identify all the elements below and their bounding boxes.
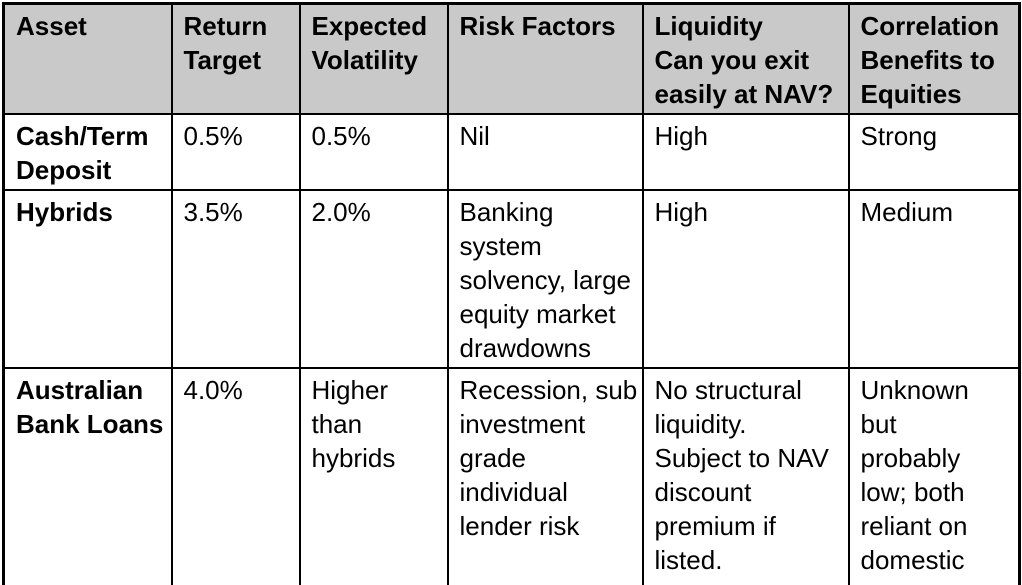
header-row: Asset Return Target Expected Volatility … xyxy=(2,2,1021,115)
header-correlation: Correlation Benefits to Equities xyxy=(847,2,1021,115)
cell-return-target: 4.0% xyxy=(170,367,301,585)
cell-correlation: Medium xyxy=(847,189,1021,369)
cell-return-target: 0.5% xyxy=(170,113,301,191)
cell-expected-volatility: 2.0% xyxy=(298,189,449,369)
header-return-target: Return Target xyxy=(170,2,301,115)
cell-risk-factors: Nil xyxy=(446,113,644,191)
table-row-australian-bank-loans: Australian Bank Loans 4.0% Higher than h… xyxy=(2,367,1021,585)
cell-correlation: Unknown but probably low; both reliant o… xyxy=(847,367,1021,585)
table-row-hybrids: Hybrids 3.5% 2.0% Banking system solvenc… xyxy=(2,189,1021,369)
cell-liquidity: High xyxy=(641,189,850,369)
cell-asset: Australian Bank Loans xyxy=(2,367,173,585)
cell-risk-factors: Banking system solvency, large equity ma… xyxy=(446,189,644,369)
cell-expected-volatility: 0.5% xyxy=(298,113,449,191)
cell-asset: Cash/Term Deposit xyxy=(2,113,173,191)
cell-correlation: Strong xyxy=(847,113,1021,191)
cell-expected-volatility: Higher than hybrids xyxy=(298,367,449,585)
header-liquidity: Liquidity Can you exit easily at NAV? xyxy=(641,2,850,115)
cell-liquidity: High xyxy=(641,113,850,191)
header-asset: Asset xyxy=(2,2,173,115)
header-expected-volatility: Expected Volatility xyxy=(298,2,449,115)
cell-asset: Hybrids xyxy=(2,189,173,369)
header-risk-factors: Risk Factors xyxy=(446,2,644,115)
table-row-cash-term-deposit: Cash/Term Deposit 0.5% 0.5% Nil High Str… xyxy=(2,113,1021,191)
cell-risk-factors: Recession, sub investment grade individu… xyxy=(446,367,644,585)
cell-liquidity: No structural liquidity. Subject to NAV … xyxy=(641,367,850,585)
cell-return-target: 3.5% xyxy=(170,189,301,369)
